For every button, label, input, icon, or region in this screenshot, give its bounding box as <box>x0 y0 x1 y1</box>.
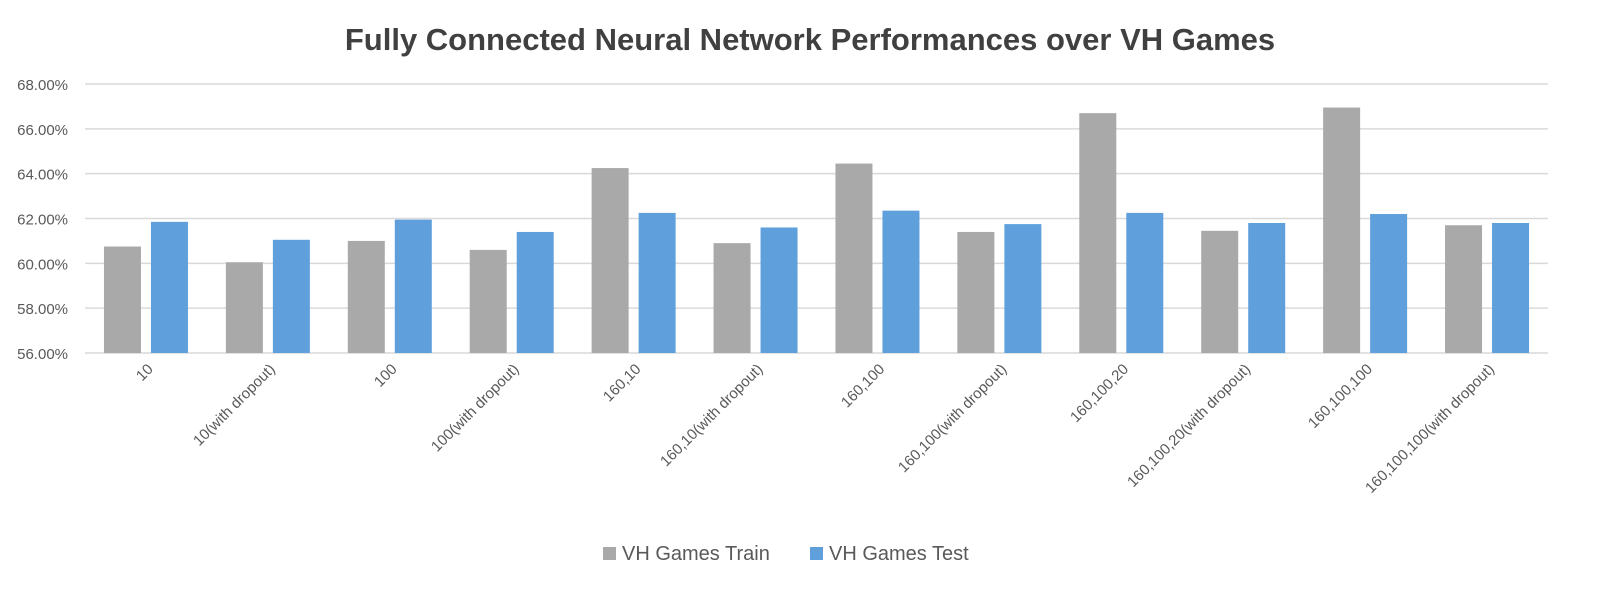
x-tick-label: 160,100 <box>838 361 888 411</box>
x-tick-label: 160,100,20 <box>1067 361 1132 426</box>
x-tick-label: 160,100,100(with dropout) <box>1362 361 1498 497</box>
x-axis-ticks: 10 10(with dropout) 100 100(with dropout) 16… <box>133 361 1498 497</box>
bar-test <box>882 210 920 353</box>
bar-test <box>272 239 310 353</box>
bar-train <box>957 231 995 353</box>
y-tick-label: 66.00% <box>17 122 68 139</box>
bar-test <box>1248 222 1286 353</box>
bar-train <box>1079 113 1117 354</box>
bar-test <box>638 212 676 353</box>
bar-test <box>1492 222 1530 353</box>
legend: VH Games Train VH Games Test <box>603 543 969 565</box>
y-tick-label: 60.00% <box>17 256 68 273</box>
x-tick-label: 10(with dropout) <box>190 361 279 450</box>
x-tick-label: 160,100,20(with dropout) <box>1124 361 1254 491</box>
bar-train <box>103 246 141 353</box>
y-tick-label: 62.00% <box>17 212 68 229</box>
x-tick-label: 160,10 <box>600 361 644 405</box>
y-tick-label: 64.00% <box>17 167 68 184</box>
bar-train <box>225 262 263 353</box>
x-tick-label: 160,100(with dropout) <box>895 361 1010 476</box>
bar-test <box>760 227 798 353</box>
legend-label: VH Games Test <box>829 543 969 565</box>
bar-train <box>713 243 751 353</box>
bar-train <box>347 240 385 353</box>
y-tick-label: 56.00% <box>17 346 68 363</box>
x-tick-label: 160,100,100 <box>1305 361 1376 432</box>
bars <box>103 107 1530 354</box>
bar-train <box>1201 230 1239 353</box>
y-tick-label: 58.00% <box>17 301 68 318</box>
bar-test <box>394 219 432 353</box>
bar-test <box>516 231 554 353</box>
bar-test <box>1126 212 1164 353</box>
x-tick-label: 100(with dropout) <box>428 361 523 456</box>
y-axis-ticks: 56.00% 58.00% 60.00% 62.00% 64.00% 66.00% 68.0… <box>17 77 68 363</box>
x-tick-label: 160,10(with dropout) <box>657 361 766 470</box>
bar-test <box>1004 224 1042 353</box>
gridlines <box>85 83 1548 354</box>
bar-train <box>835 163 873 353</box>
y-tick-label: 68.00% <box>17 77 68 94</box>
bar-train <box>469 249 507 353</box>
x-tick-label: 100 <box>371 361 401 391</box>
bar-train <box>591 168 629 353</box>
legend-label: VH Games Train <box>622 543 770 565</box>
legend-swatch <box>810 547 823 560</box>
bar-test <box>150 221 188 353</box>
legend-swatch <box>603 547 616 560</box>
x-tick-label: 10 <box>133 361 157 385</box>
bar-test <box>1370 214 1408 353</box>
chart-title: Fully Connected Neural Network Performan… <box>345 22 1275 57</box>
bar-train <box>1323 107 1361 353</box>
bar-train <box>1445 225 1483 353</box>
